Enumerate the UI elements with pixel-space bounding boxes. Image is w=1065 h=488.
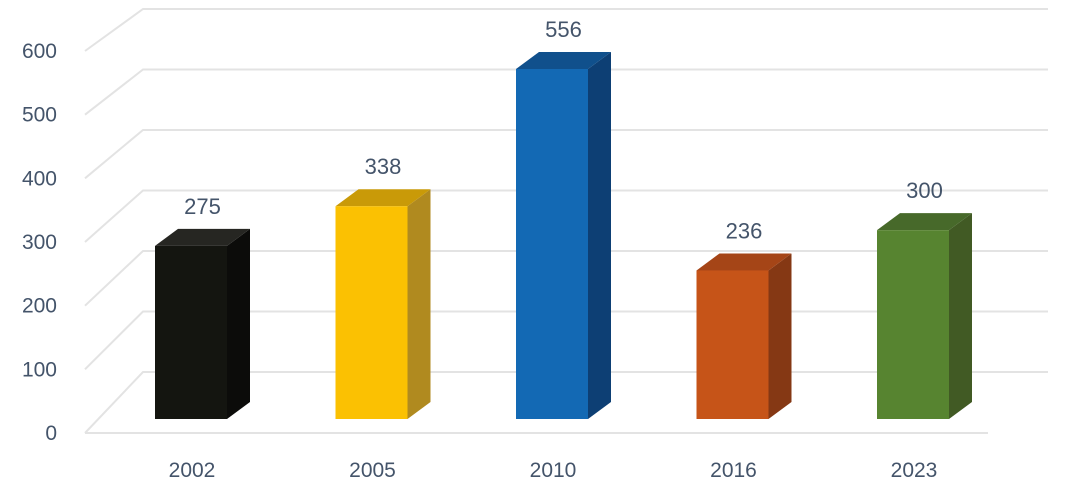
bar-2023 <box>877 213 972 419</box>
y-tick-label: 0 <box>45 422 57 445</box>
gridline <box>84 189 1048 243</box>
bar-top-face <box>696 253 792 271</box>
x-tick-label: 2005 <box>349 459 396 482</box>
bar-2002 <box>155 228 250 419</box>
bar-top-face <box>335 189 431 207</box>
x-tick-label: 2016 <box>710 459 757 482</box>
y-axis: 0 100 200 300 400 500 600 <box>22 40 57 445</box>
bar-side-face <box>588 52 611 419</box>
bar-top-face <box>155 228 250 246</box>
bar-front-face <box>696 270 769 419</box>
x-axis: 2002 2005 2010 2016 2023 <box>169 459 938 482</box>
data-label: 556 <box>545 17 582 42</box>
x-tick-label: 2010 <box>530 459 577 482</box>
y-tick-label: 300 <box>22 231 57 254</box>
data-label: 275 <box>184 194 221 219</box>
bar-front-face <box>877 230 949 419</box>
bar-2016 <box>696 253 792 419</box>
data-label: 338 <box>365 154 402 179</box>
gridline <box>84 250 1048 307</box>
bar-2010 <box>516 52 611 419</box>
gridline <box>84 8 1048 52</box>
y-tick-label: 100 <box>22 358 57 381</box>
bar-top-face <box>877 213 972 231</box>
gridline <box>84 129 1048 180</box>
y-tick-label: 200 <box>22 295 57 318</box>
bar-side-face <box>227 228 250 419</box>
bar-2005 <box>335 189 431 419</box>
bar-side-face <box>407 189 431 419</box>
y-tick-label: 500 <box>22 104 57 127</box>
bar-front-face <box>155 245 227 419</box>
x-tick-label: 2023 <box>891 459 938 482</box>
bars: 275 338 556 236 300 <box>155 17 972 419</box>
y-tick-label: 600 <box>22 40 57 63</box>
y-tick-label: 400 <box>22 167 57 190</box>
bar-side-face <box>768 253 792 419</box>
gridlines <box>84 8 1048 434</box>
data-label: 236 <box>726 218 763 243</box>
gridline <box>84 68 1048 116</box>
data-label: 300 <box>906 178 943 203</box>
bar-front-face <box>516 69 588 419</box>
bar-top-face <box>516 52 611 69</box>
bar-side-face <box>949 213 972 419</box>
x-tick-label: 2002 <box>169 459 216 482</box>
bar-front-face <box>335 206 408 419</box>
